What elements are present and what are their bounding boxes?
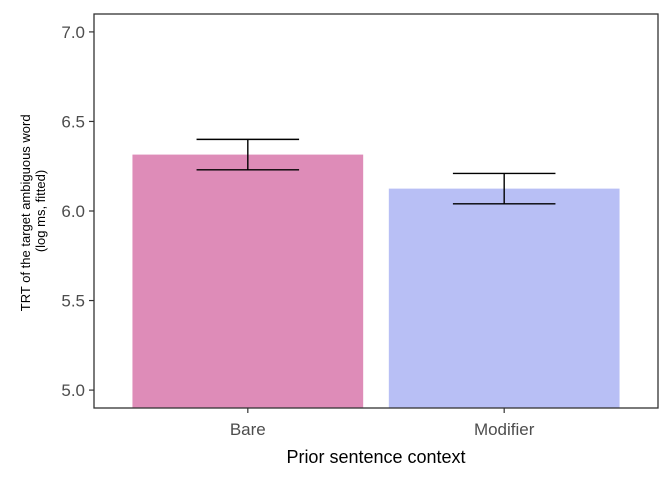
error-bar-bare (196, 138, 300, 171)
bars-layer (132, 154, 620, 408)
x-tick-label: Modifier (474, 420, 535, 439)
y-axis-title-line-2: (log ms, fitted) (33, 170, 48, 252)
y-tick-label: 6.5 (61, 112, 85, 131)
plot-panel-border (93, 13, 659, 409)
x-tick-label: Bare (230, 420, 266, 439)
bar-modifier (388, 188, 620, 408)
y-axis-title: TRT of the target ambiguous word (log ms… (18, 111, 48, 311)
x-axis-title: Prior sentence context (286, 447, 465, 467)
y-axis: 5.0 5.5 6.0 6.5 7.0 (61, 23, 94, 400)
y-tick-label: 5.5 (61, 292, 85, 311)
y-axis-title-line-1: TRT of the target ambiguous word (18, 114, 33, 311)
y-tick-label: 6.0 (61, 202, 85, 221)
y-tick-label: 5.0 (61, 381, 85, 400)
y-tick-label: 7.0 (61, 23, 85, 42)
error-bars-layer (196, 138, 556, 205)
error-bar-modifier (452, 172, 556, 205)
x-axis: Bare Modifier (230, 408, 535, 439)
bar-bare (132, 154, 364, 408)
